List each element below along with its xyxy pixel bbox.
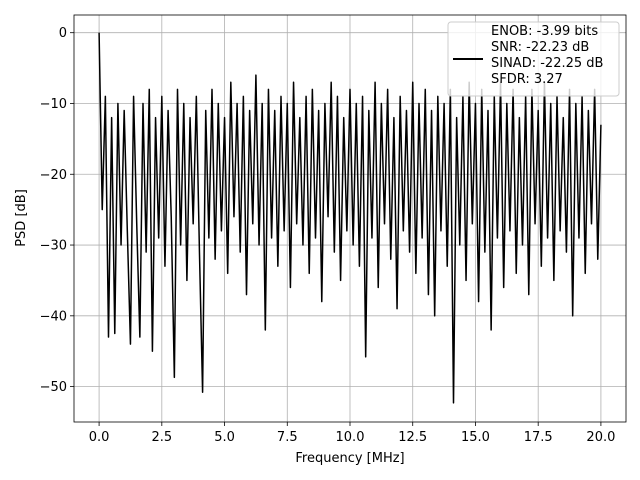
y-tick-label: −40 bbox=[40, 309, 67, 324]
x-tick-label: 15.0 bbox=[461, 430, 490, 445]
x-tick-label: 5.0 bbox=[214, 430, 235, 445]
legend-box bbox=[447, 21, 620, 97]
x-tick-label: 12.5 bbox=[398, 430, 427, 445]
legend-label-box: ENOB: -3.99 bits SNR: -22.23 dB SINAD: -… bbox=[491, 24, 604, 87]
x-tick-label: 20.0 bbox=[586, 430, 615, 445]
plot-data bbox=[98, 32, 602, 404]
x-tick-label: 17.5 bbox=[524, 430, 553, 445]
x-axis-label: Frequency [MHz] bbox=[295, 451, 404, 466]
x-tick-label: 0.0 bbox=[89, 430, 110, 445]
y-tick-label: −20 bbox=[40, 168, 67, 183]
x-tick-label: 2.5 bbox=[151, 430, 172, 445]
y-tick-label: −10 bbox=[40, 97, 67, 112]
y-tick-label: −50 bbox=[40, 380, 67, 395]
x-tick-label: 7.5 bbox=[277, 430, 298, 445]
legend: ENOB: -3.99 bits SNR: -22.23 dB SINAD: -… bbox=[447, 21, 620, 97]
x-tick-label: 10.0 bbox=[336, 430, 365, 445]
y-axis-label: PSD [dB] bbox=[14, 189, 29, 247]
y-tick-label: 0 bbox=[59, 26, 67, 41]
y-tick-label: −30 bbox=[40, 239, 67, 254]
psd-line bbox=[98, 32, 602, 404]
legend-label: ENOB: -3.99 bits SNR: -22.23 dB SINAD: -… bbox=[491, 24, 604, 87]
